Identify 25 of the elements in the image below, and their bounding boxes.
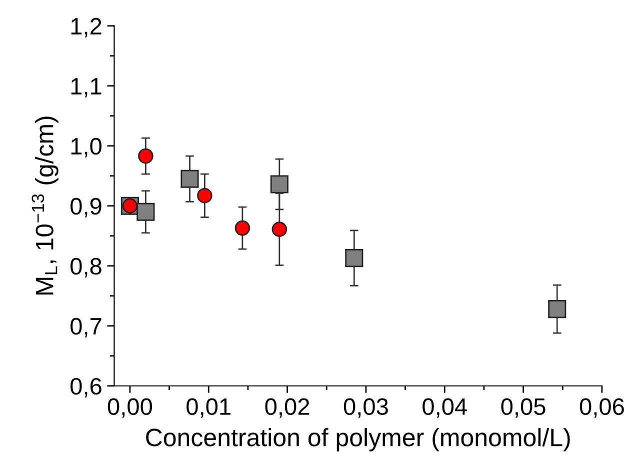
y-tick-label: 0,8 — [70, 258, 102, 278]
x-tick-label: 0,05 — [501, 398, 546, 418]
point — [180, 170, 199, 188]
point — [138, 148, 154, 164]
x-tick-label: 0,03 — [344, 398, 388, 418]
x-axis-title: Concentration of polymer (monomol/L) — [146, 428, 570, 452]
point — [197, 188, 212, 204]
x-tick-label: 0,02 — [265, 398, 310, 418]
y-tick-label: 1,1 — [71, 78, 102, 98]
y-axis-title: M$_{L}$, 10$^{−13}$ (g/cm) — [32, 116, 58, 295]
y-tick-label: 0,6 — [70, 378, 102, 398]
point — [548, 300, 566, 318]
point — [270, 175, 288, 194]
y-tick-label: 1,2 — [71, 18, 102, 38]
y-tick-label: 0,9 — [70, 198, 102, 218]
y-tick-label: 0,7 — [70, 318, 102, 338]
point — [345, 249, 364, 268]
x-tick-label: 0,00 — [108, 398, 152, 418]
point — [234, 220, 250, 236]
x-tick-label: 0,04 — [422, 398, 467, 418]
x-tick-label: 0,01 — [186, 398, 230, 418]
point — [136, 202, 155, 221]
y-tick-label: 1,0 — [71, 138, 102, 158]
x-tick-label: 0,06 — [580, 398, 624, 418]
point — [272, 222, 288, 237]
